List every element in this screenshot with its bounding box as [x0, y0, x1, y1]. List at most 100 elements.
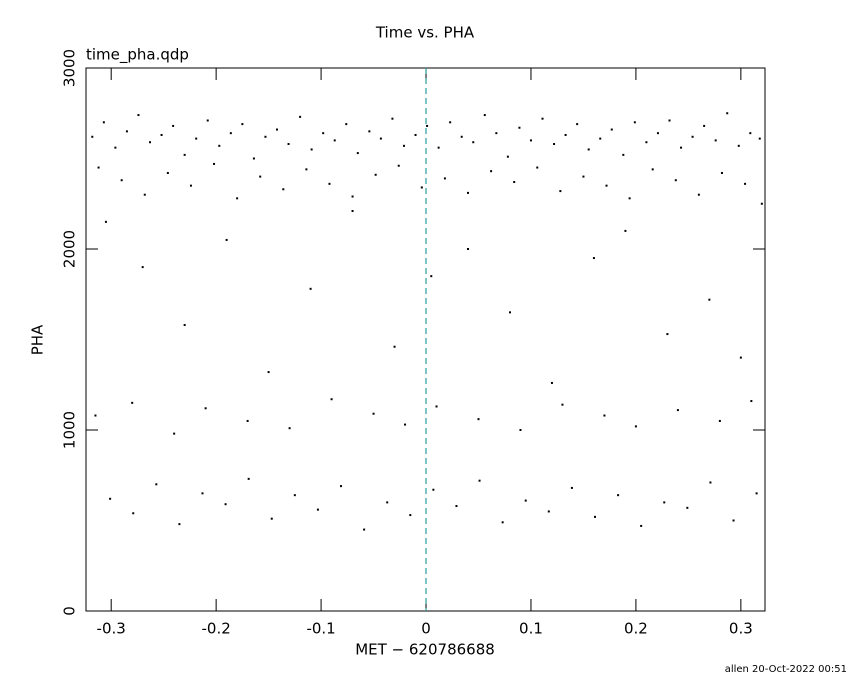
point: [760, 202, 763, 205]
point: [744, 182, 747, 185]
point: [603, 414, 606, 417]
point: [674, 179, 677, 182]
point: [97, 166, 100, 169]
point: [430, 275, 433, 278]
point: [610, 128, 613, 131]
point: [755, 492, 758, 495]
point: [120, 179, 123, 182]
footer: allen 20-Oct-2022 00:51: [725, 664, 847, 675]
point: [519, 429, 522, 431]
point: [141, 266, 144, 269]
point: [309, 287, 312, 290]
point: [224, 503, 227, 506]
point: [547, 510, 550, 513]
point: [593, 515, 596, 518]
point: [173, 432, 176, 435]
point: [102, 121, 105, 124]
point: [426, 124, 429, 127]
x-tick-label: 0: [421, 620, 431, 638]
point: [536, 166, 539, 169]
point: [460, 135, 463, 138]
point: [739, 356, 742, 359]
point: [708, 298, 711, 301]
point: [726, 112, 729, 115]
point: [720, 171, 723, 174]
x-axis-label: MET − 620786688: [355, 641, 495, 659]
point: [570, 486, 573, 489]
point: [183, 153, 186, 156]
point: [561, 403, 564, 406]
point: [477, 418, 480, 421]
point: [750, 400, 753, 403]
point: [204, 407, 207, 410]
point: [213, 162, 216, 165]
point: [91, 135, 94, 138]
point: [397, 164, 400, 167]
point: [178, 523, 181, 526]
point: [495, 132, 498, 135]
point: [676, 409, 679, 412]
point: [109, 497, 112, 500]
point: [374, 173, 377, 176]
point: [435, 405, 438, 408]
x-tick-label: -0.2: [201, 620, 230, 638]
point: [155, 483, 158, 486]
point: [420, 186, 423, 189]
point: [541, 117, 544, 120]
point: [633, 121, 636, 124]
point: [592, 257, 595, 260]
point: [340, 485, 343, 488]
point: [467, 248, 470, 250]
point: [247, 477, 250, 480]
point: [114, 146, 117, 149]
point: [582, 175, 585, 178]
y-tick-label: 1000: [61, 411, 79, 449]
point: [267, 371, 270, 374]
point: [345, 123, 348, 126]
point: [276, 128, 279, 131]
point: [467, 191, 470, 194]
point: [576, 123, 579, 126]
point: [656, 132, 659, 135]
point: [663, 501, 666, 504]
point: [628, 197, 631, 200]
point: [160, 133, 163, 136]
point: [356, 152, 359, 155]
point: [645, 141, 648, 144]
point: [472, 141, 475, 144]
point: [599, 137, 602, 140]
point: [246, 419, 249, 422]
point: [668, 119, 671, 122]
point: [316, 508, 319, 511]
point: [288, 427, 291, 430]
point: [718, 419, 721, 422]
point: [506, 155, 509, 158]
point: [252, 157, 255, 160]
point: [104, 220, 107, 223]
point: [328, 182, 331, 185]
point: [437, 146, 440, 149]
x-tick-label: -0.1: [306, 620, 335, 638]
point: [293, 494, 296, 497]
point: [310, 148, 313, 151]
point: [206, 119, 209, 122]
point: [686, 506, 689, 509]
point: [624, 229, 627, 232]
point: [513, 181, 516, 184]
point: [132, 512, 135, 515]
point: [241, 123, 244, 126]
point: [449, 121, 452, 124]
point: [333, 139, 336, 142]
point: [550, 381, 553, 384]
point: [236, 197, 239, 200]
point: [432, 488, 435, 491]
y-tick-label: 2000: [61, 230, 79, 268]
point: [259, 175, 262, 178]
point: [149, 141, 152, 144]
point: [229, 132, 232, 135]
point: [131, 401, 134, 404]
point: [372, 412, 375, 415]
y-axis-label: PHA: [29, 324, 47, 355]
point: [386, 501, 389, 504]
